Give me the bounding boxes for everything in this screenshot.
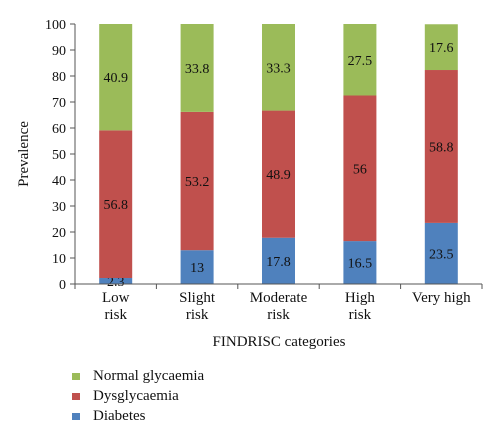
- legend-swatch: [72, 393, 80, 400]
- legend: Normal glycaemia Dysglycaemia Diabetes: [72, 368, 205, 424]
- x-tick-label: Low risk: [102, 290, 130, 323]
- x-tick-label-line: risk: [349, 307, 372, 323]
- bar-segment-normal-glycaemia: [424, 24, 458, 71]
- bar-segment-diabetes: [343, 241, 377, 284]
- y-tick-label: 50: [52, 148, 66, 163]
- x-tick-label-line: risk: [186, 307, 209, 323]
- bar-segment-dysglycaemia: [343, 95, 377, 242]
- data-label: 56.8: [103, 198, 128, 213]
- data-label: 27.5: [348, 54, 373, 69]
- x-axis-label: FINDRISC categories: [213, 334, 346, 350]
- data-label: 17.8: [266, 255, 291, 270]
- x-tick-label-line: Very high: [412, 290, 471, 306]
- x-tick-label-line: risk: [267, 307, 290, 323]
- data-label: 48.9: [266, 168, 291, 183]
- legend-label: Dysglycaemia: [93, 388, 179, 404]
- y-tick-label: 0: [59, 278, 66, 293]
- bar-segment-normal-glycaemia: [262, 24, 295, 111]
- data-label: 58.8: [429, 140, 454, 155]
- bar-segment-diabetes: [99, 278, 133, 284]
- y-tick-label: 100: [45, 18, 66, 33]
- y-tick-label: 80: [52, 70, 66, 85]
- y-axis: 0 10 20 30 40 50 60 70 80 90 100: [45, 18, 76, 293]
- bar-segment-diabetes: [262, 237, 295, 284]
- legend-swatch: [72, 413, 80, 420]
- data-label: 33.8: [185, 62, 210, 77]
- data-label: 16.5: [348, 257, 373, 272]
- data-label: 53.2: [185, 175, 210, 190]
- bars: 2.3 56.8 40.9 13 53.2 33.8 17.8 48.9 33.3 16.5 56 2…: [99, 24, 458, 290]
- bar-segment-diabetes: [424, 222, 458, 284]
- x-tick-label-line: Low: [102, 290, 130, 306]
- data-label: 13: [190, 261, 204, 276]
- data-label: 56: [353, 162, 367, 177]
- y-axis-label: Prevalence: [16, 121, 32, 187]
- data-label: 33.3: [266, 61, 291, 76]
- data-label: 23.5: [429, 247, 454, 262]
- bar-segment-dysglycaemia: [424, 70, 458, 223]
- data-label: 2.3: [107, 275, 125, 290]
- bar-segment-diabetes: [180, 250, 214, 284]
- y-tick-label: 60: [52, 122, 66, 137]
- y-tick-label: 90: [52, 44, 66, 59]
- x-tick-label-line: risk: [104, 307, 127, 323]
- data-label: 40.9: [103, 71, 128, 86]
- legend-label: Diabetes: [93, 408, 146, 424]
- data-label: 17.6: [429, 41, 454, 56]
- bar-segment-normal-glycaemia: [99, 24, 133, 131]
- bar-segment-normal-glycaemia: [180, 24, 214, 112]
- y-tick-label: 20: [52, 226, 66, 241]
- bar-segment-dysglycaemia: [180, 111, 214, 251]
- bar-segment-dysglycaemia: [99, 130, 133, 279]
- x-tick-label-line: Moderate: [250, 290, 308, 306]
- y-tick-label: 30: [52, 200, 66, 215]
- x-tick-label: High risk: [345, 290, 376, 323]
- y-tick-label: 10: [52, 252, 66, 267]
- legend-swatch: [72, 373, 80, 380]
- x-tick-label-line: Slight: [179, 290, 216, 306]
- x-tick-label: Slight risk: [179, 290, 216, 323]
- y-tick-label: 40: [52, 174, 66, 189]
- y-tick-label: 70: [52, 96, 66, 111]
- bar-segment-dysglycaemia: [262, 110, 295, 238]
- bar-segment-normal-glycaemia: [343, 24, 377, 96]
- x-tick-label: Moderate risk: [250, 290, 308, 323]
- x-tick-label-line: High: [345, 290, 376, 306]
- legend-label: Normal glycaemia: [93, 368, 205, 384]
- x-tick-label: Very high: [412, 290, 471, 306]
